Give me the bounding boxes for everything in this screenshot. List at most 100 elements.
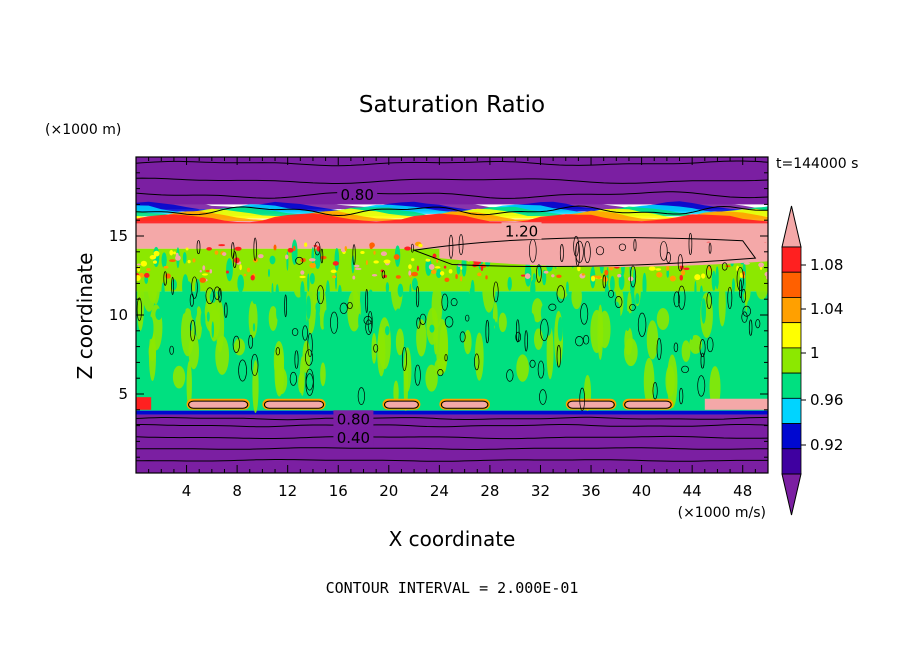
speckle <box>395 275 401 279</box>
speckle <box>202 265 206 271</box>
x-tick-label: 16 <box>329 482 348 500</box>
plume <box>395 328 405 356</box>
streak <box>689 308 696 317</box>
y-axis-label: Z coordinate <box>73 253 97 380</box>
speckle <box>300 270 305 275</box>
plume <box>186 360 192 409</box>
contour-line <box>411 243 414 253</box>
contour-line <box>218 288 222 303</box>
streak <box>318 296 321 315</box>
speckle <box>448 269 453 274</box>
contour-line <box>629 303 636 311</box>
speckle <box>577 265 581 272</box>
speckle <box>287 247 294 253</box>
contour-line <box>524 330 528 352</box>
speckle <box>153 260 157 264</box>
edge-patch <box>136 397 152 410</box>
speckle <box>233 257 240 264</box>
surface-patch <box>442 401 487 409</box>
plume <box>516 354 529 382</box>
speckle <box>309 262 316 269</box>
speckle <box>683 267 690 271</box>
plume <box>195 306 203 340</box>
contour-line <box>302 325 308 341</box>
contour-label: 1.20 <box>505 222 538 240</box>
speckle <box>428 263 435 270</box>
speckle <box>431 269 437 275</box>
surface-patch <box>568 401 614 409</box>
x-tick-label: 24 <box>430 482 449 500</box>
contour-line <box>232 335 240 353</box>
colorbar-swatch <box>781 448 802 475</box>
saturation-field <box>136 157 768 473</box>
plume <box>320 362 326 387</box>
speckle <box>214 250 219 255</box>
contour-line <box>437 369 444 377</box>
contour-line <box>305 373 314 396</box>
contour-line <box>401 347 407 371</box>
contour-label: 0.80 <box>337 410 370 428</box>
contour-line <box>584 241 591 264</box>
contour-line <box>441 293 449 311</box>
plume <box>137 274 142 315</box>
contour-label-bg <box>333 429 374 447</box>
streak <box>181 304 186 314</box>
contour-line <box>515 331 522 343</box>
speckle <box>205 269 211 273</box>
speckle <box>218 244 226 247</box>
streak <box>507 276 512 291</box>
plume <box>624 326 633 356</box>
speckle <box>293 245 296 252</box>
streak <box>341 310 345 336</box>
contour-line <box>559 243 564 263</box>
plume <box>718 280 726 327</box>
speckle <box>330 269 337 274</box>
speckle <box>304 242 308 247</box>
colorbar-swatch <box>781 297 802 324</box>
contour-line <box>474 353 480 371</box>
speckle <box>764 271 768 277</box>
plume <box>498 312 507 333</box>
lower-dry-band <box>136 414 768 473</box>
streak <box>174 316 180 332</box>
x-tick-label: 12 <box>278 482 297 500</box>
contour-line <box>196 240 201 255</box>
contour-line <box>316 285 325 305</box>
speckle <box>551 274 555 278</box>
speckle <box>373 260 379 264</box>
contour-line <box>136 424 768 428</box>
supersaturated-pocket <box>439 242 768 267</box>
speckle <box>648 266 656 271</box>
plume <box>665 365 675 397</box>
contour-line <box>232 251 237 268</box>
streak <box>252 323 256 332</box>
colorbar-max-arrow <box>781 205 802 248</box>
plume <box>755 276 768 300</box>
contour-line <box>673 342 679 353</box>
x-tick-label: 36 <box>581 482 600 500</box>
speckle <box>371 274 378 277</box>
speckle <box>439 271 445 276</box>
streak <box>490 318 496 327</box>
contour-line <box>251 353 259 377</box>
contour-line <box>190 319 196 342</box>
streak <box>545 313 552 336</box>
speckle <box>222 252 227 257</box>
speckle <box>408 264 412 270</box>
contour-line <box>536 264 542 283</box>
plume <box>377 326 386 377</box>
contour-line <box>444 354 448 362</box>
speckle <box>185 247 189 251</box>
speckle <box>354 267 362 271</box>
speckle <box>199 277 207 283</box>
speckle <box>416 265 419 272</box>
contour-line <box>330 311 339 334</box>
streak <box>190 304 198 320</box>
contour-line <box>307 332 313 358</box>
contour-line <box>136 191 768 199</box>
speckle <box>199 269 202 273</box>
speckle <box>344 246 348 252</box>
speckle <box>485 275 488 280</box>
plume <box>298 372 304 394</box>
